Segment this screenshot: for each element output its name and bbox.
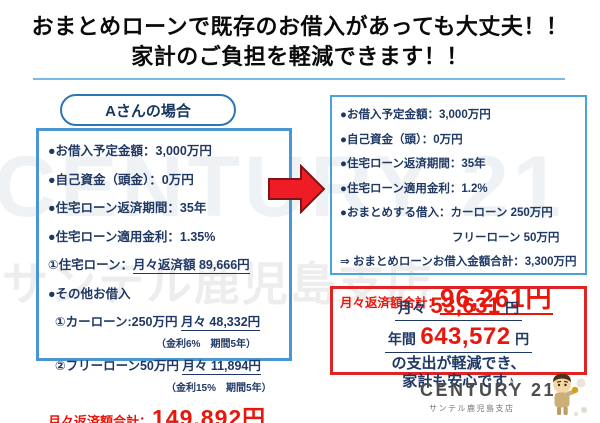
before-planned-amount: ●お借入予定金額：3,000万円	[48, 144, 212, 158]
monthly-savings-unit: 円	[505, 300, 520, 316]
before-down-payment: ●自己資金（頭金）：0万円	[48, 172, 194, 187]
page-title: おまとめローンで既存のお借入があっても大丈夫！！ 家計のご負担を軽減できます！！	[0, 12, 600, 73]
housing-loan-prefix: ①住宅ローン：	[48, 258, 133, 272]
car-loan-prefix: ①カーローン:250万円	[55, 315, 181, 329]
case-a-badge: Aさんの場合	[60, 94, 236, 126]
after-planned-amount: ●お借入予定金額：3,000万円	[340, 109, 491, 121]
after-loan-box: ●お借入予定金額：3,000万円 ●自己資金（頭）：0万円 ●住宅ローン返済期間…	[330, 95, 587, 315]
before-housing-loan: ①住宅ローン：月々返済額 89,666円	[48, 254, 280, 274]
free-loan-note: （金利15% 期間5年）	[166, 383, 272, 394]
after-total-label: 月々返済額合計：	[340, 295, 441, 310]
mascot-icon	[553, 374, 587, 417]
after-consolidated-free-loan: フリーローン 50万円	[452, 231, 560, 244]
savings-message-line-2: 家計も安心です♪	[402, 372, 515, 390]
free-loan-prefix: ②フリーローン50万円	[55, 359, 183, 373]
monthly-savings-row: 月々 53,631 円	[333, 293, 584, 321]
yearly-savings-row: 年間 643,572 円	[333, 323, 584, 353]
car-loan-monthly: 月々 48,332円	[180, 315, 261, 331]
title-underline-rule	[33, 78, 565, 80]
monthly-savings-label: 月々	[397, 300, 426, 316]
before-loan-box: ●お借入予定金額：3,000万円 ●自己資金（頭金）：0万円 ●住宅ローン返済期…	[36, 128, 292, 423]
before-total-row: 月々返済額合計：149,892円	[48, 399, 280, 423]
after-consolidated-car-loan: ●おまとめする借入：カーローン 250万円	[340, 207, 553, 219]
yearly-savings-value: 643,572	[420, 323, 511, 350]
right-arrow-icon	[268, 164, 326, 214]
after-down-payment: ●自己資金（頭）：0万円	[340, 133, 463, 146]
after-loan-term: ●住宅ローン返済期間：35年	[340, 158, 486, 170]
before-free-loan: ②フリーローン50万円 月々 11,894円	[55, 355, 280, 375]
after-total-borrowing: ⇒ おまとめローンお借入金額合計：3,300万円	[340, 256, 577, 268]
monthly-savings-value: 53,631	[430, 293, 501, 318]
before-total-value: 149,892円	[152, 405, 267, 423]
branch-name: サンテル鹿児島支店	[429, 404, 515, 413]
car-loan-note: （金利6% 期間5年）	[156, 339, 257, 350]
housing-loan-monthly: 月々返済額 89,666円	[132, 258, 250, 274]
free-loan-monthly: 月々 11,894円	[182, 359, 261, 375]
before-other-loans-header: ●その他お借入	[48, 286, 131, 301]
title-line-2: 家計のご負担を軽減できます！！	[131, 44, 469, 70]
title-line-1: おまとめローンで既存のお借入があっても大丈夫！！	[31, 14, 569, 39]
after-interest-rate: ●住宅ローン適用金利：1.2%	[340, 182, 488, 195]
yearly-savings-unit: 円	[515, 331, 530, 347]
century21-logo: CENTURY 21	[420, 380, 557, 400]
before-interest-rate: ●住宅ローン適用金利：1.35%	[48, 229, 216, 244]
before-loan-term: ●住宅ローン返済期間：35年	[48, 201, 207, 215]
savings-summary-box: 月々 53,631 円 年間 643,572 円 の支出が軽減でき、 家計も安心…	[330, 286, 587, 390]
before-total-label: 月々返済額合計：	[48, 414, 153, 423]
savings-message-line-1: の支出が軽減でき、	[391, 355, 526, 372]
yearly-savings-label: 年間	[387, 331, 416, 347]
before-car-loan: ①カーローン:250万円 月々 48,332円	[55, 311, 280, 331]
case-a-label: Aさんの場合	[105, 102, 191, 120]
